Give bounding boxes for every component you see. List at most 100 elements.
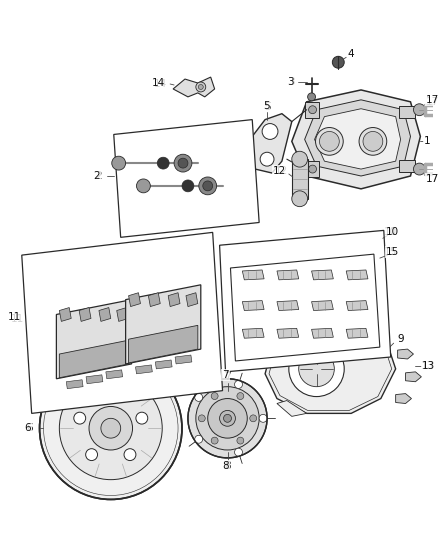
Circle shape [259, 414, 267, 422]
Circle shape [237, 393, 244, 400]
Polygon shape [305, 161, 319, 177]
Circle shape [199, 177, 217, 195]
Circle shape [309, 165, 317, 173]
Polygon shape [247, 114, 292, 173]
Polygon shape [57, 300, 131, 379]
Polygon shape [219, 230, 391, 372]
Text: 15: 15 [384, 247, 397, 257]
Polygon shape [99, 308, 111, 321]
Polygon shape [242, 301, 264, 311]
Circle shape [188, 379, 267, 458]
Circle shape [260, 152, 274, 166]
Text: 1: 1 [424, 136, 431, 147]
Circle shape [359, 127, 387, 155]
Text: 3: 3 [289, 77, 295, 87]
Circle shape [198, 85, 203, 90]
Polygon shape [126, 285, 201, 364]
Circle shape [413, 104, 425, 116]
Text: 15: 15 [386, 247, 399, 257]
Circle shape [223, 414, 231, 422]
Polygon shape [305, 102, 319, 118]
Circle shape [332, 56, 344, 68]
Circle shape [250, 415, 257, 422]
Circle shape [137, 179, 150, 193]
Polygon shape [277, 270, 299, 280]
Polygon shape [173, 77, 215, 97]
Circle shape [39, 357, 182, 499]
Text: 8: 8 [224, 461, 231, 471]
Text: 8: 8 [222, 461, 229, 471]
Text: 13: 13 [420, 361, 434, 371]
Circle shape [292, 151, 307, 167]
Polygon shape [79, 308, 91, 321]
Polygon shape [311, 270, 333, 280]
Polygon shape [265, 310, 396, 414]
Text: 11: 11 [11, 314, 25, 325]
Text: 6: 6 [25, 423, 31, 433]
Circle shape [219, 410, 235, 426]
Circle shape [292, 191, 307, 207]
Polygon shape [314, 109, 401, 169]
Text: 5: 5 [263, 101, 269, 111]
Circle shape [211, 393, 218, 400]
Circle shape [315, 127, 343, 155]
Polygon shape [148, 293, 160, 306]
Circle shape [105, 390, 117, 401]
Text: 1: 1 [424, 136, 431, 147]
Polygon shape [230, 254, 380, 361]
Text: 2: 2 [94, 171, 100, 181]
Polygon shape [59, 340, 129, 378]
Polygon shape [117, 308, 129, 321]
Circle shape [74, 412, 86, 424]
Circle shape [101, 418, 121, 438]
Polygon shape [406, 372, 421, 382]
Circle shape [196, 386, 259, 450]
Text: 10: 10 [384, 228, 397, 237]
Polygon shape [106, 370, 123, 379]
Text: 14: 14 [154, 79, 167, 89]
Text: 11: 11 [8, 312, 21, 322]
Circle shape [112, 156, 126, 170]
Text: 17: 17 [426, 95, 438, 105]
Circle shape [299, 351, 334, 386]
Polygon shape [311, 328, 333, 338]
Text: 4: 4 [348, 50, 354, 59]
Polygon shape [292, 90, 420, 189]
Polygon shape [277, 400, 307, 416]
Polygon shape [346, 270, 368, 280]
Polygon shape [292, 159, 307, 199]
Text: 12: 12 [275, 166, 289, 176]
Circle shape [363, 132, 383, 151]
Circle shape [196, 82, 206, 92]
Circle shape [198, 415, 205, 422]
Polygon shape [242, 270, 264, 280]
Text: 17: 17 [426, 174, 438, 184]
Text: 7: 7 [224, 372, 231, 382]
Text: 4: 4 [348, 50, 354, 59]
Circle shape [124, 449, 136, 461]
Text: 6: 6 [26, 423, 33, 433]
Polygon shape [399, 160, 415, 172]
Circle shape [237, 437, 244, 444]
Circle shape [182, 180, 194, 192]
Polygon shape [66, 379, 83, 389]
Circle shape [59, 377, 162, 480]
Circle shape [89, 407, 133, 450]
Text: 3: 3 [287, 77, 294, 87]
Circle shape [203, 181, 213, 191]
Polygon shape [86, 375, 103, 384]
Polygon shape [129, 293, 141, 306]
Text: 17: 17 [426, 97, 438, 107]
Circle shape [195, 435, 203, 443]
Polygon shape [186, 293, 198, 306]
Circle shape [289, 341, 344, 397]
Circle shape [86, 449, 98, 461]
Circle shape [234, 381, 243, 389]
Circle shape [174, 154, 192, 172]
Text: 7: 7 [222, 370, 229, 380]
Text: 9: 9 [397, 334, 404, 344]
Circle shape [262, 124, 278, 140]
Polygon shape [114, 119, 259, 237]
Polygon shape [242, 328, 264, 338]
Polygon shape [305, 100, 410, 176]
